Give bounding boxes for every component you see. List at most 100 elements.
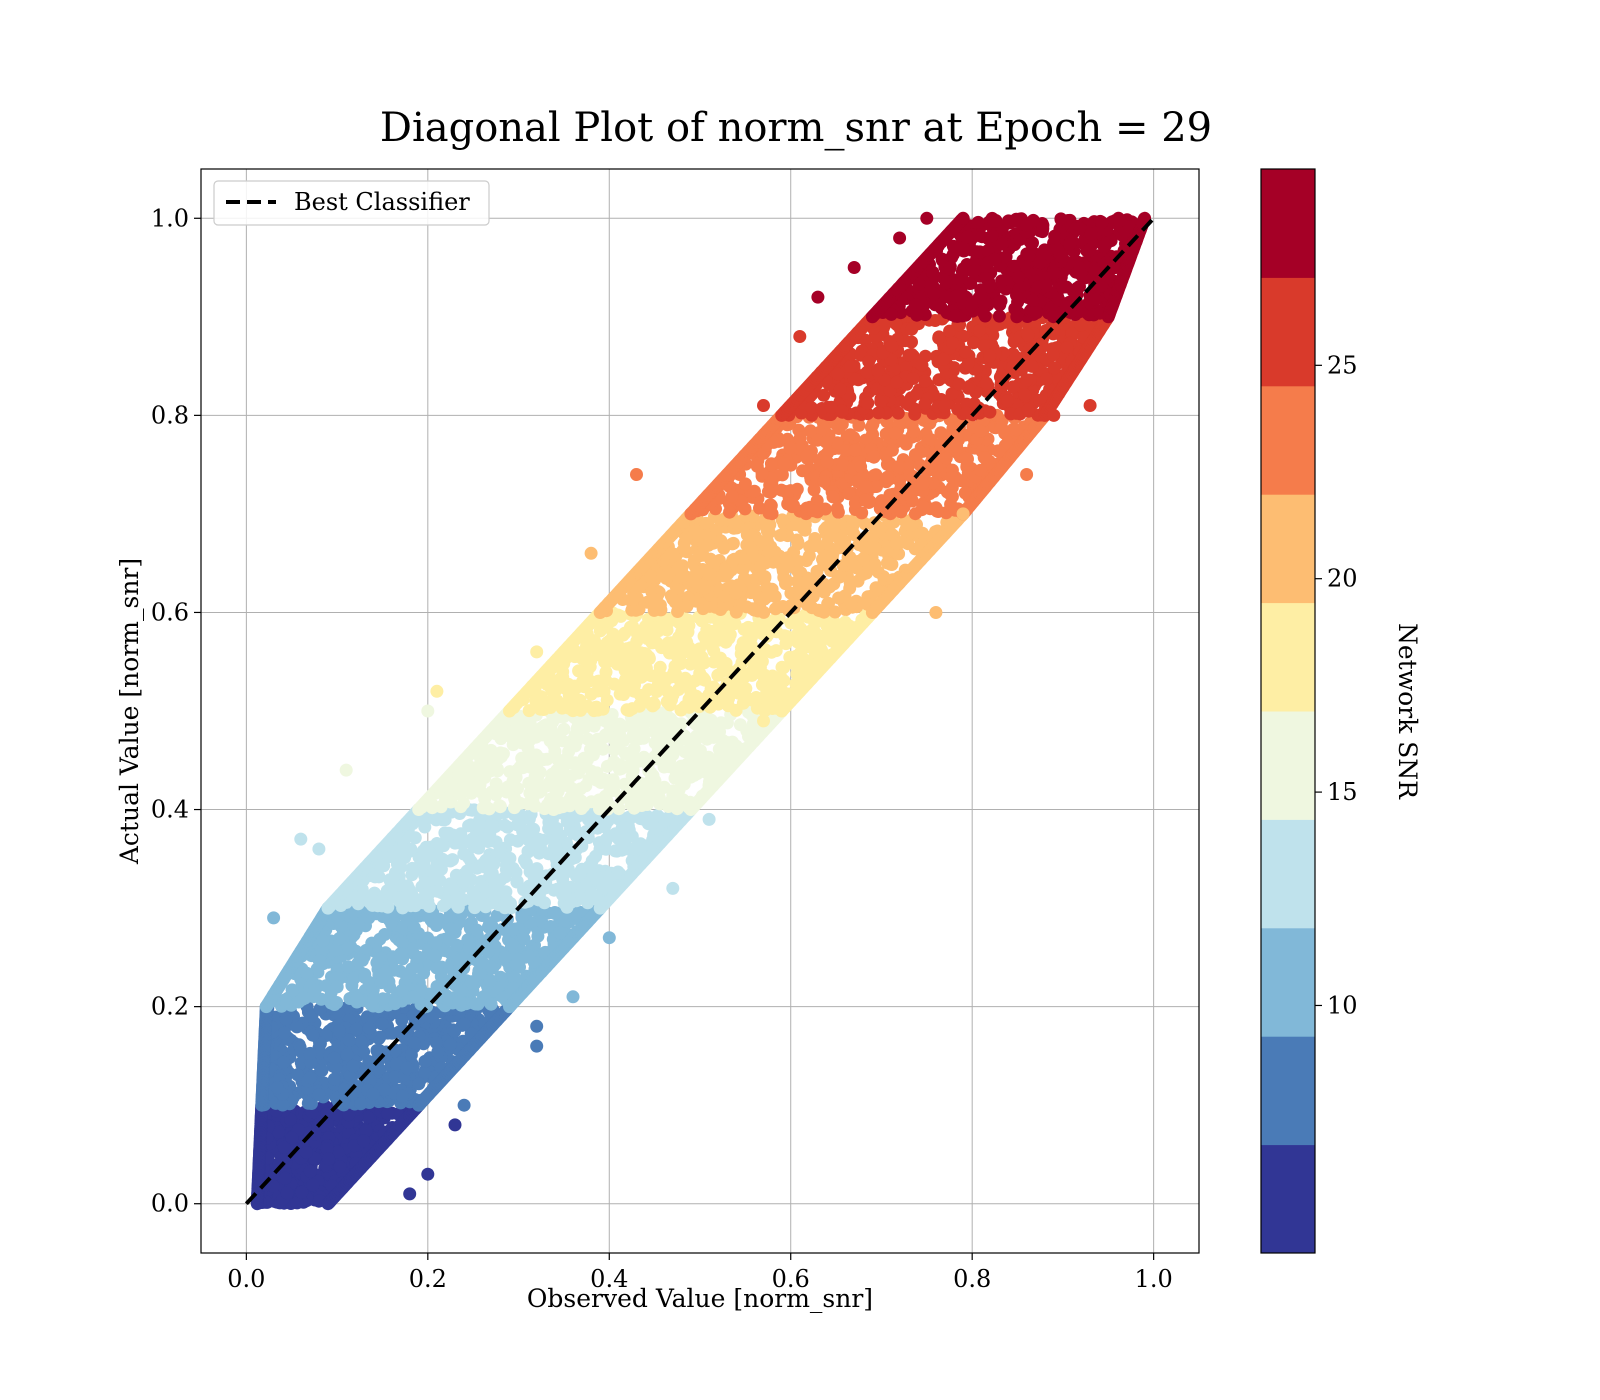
- scatter-point: [450, 895, 464, 909]
- scatter-point: [560, 815, 574, 829]
- scatter-point: [303, 1164, 317, 1178]
- scatter-point: [611, 832, 625, 845]
- scatter-point: [277, 1026, 291, 1040]
- scatter-point: [729, 605, 743, 619]
- scatter-point: [407, 1036, 421, 1050]
- scatter-point: [742, 640, 756, 654]
- scatter-point: [682, 700, 696, 714]
- scatter-point: [389, 1057, 403, 1071]
- scatter-point: [701, 538, 715, 552]
- scatter-point: [327, 1072, 341, 1086]
- scatter-point: [418, 1054, 432, 1068]
- scatter-point: [827, 520, 841, 534]
- scatter-point: [503, 833, 517, 847]
- scatter-point: [342, 1033, 356, 1047]
- scatter-point: [680, 599, 694, 613]
- scatter-point: [285, 1131, 299, 1145]
- scatter-point: [367, 991, 381, 1005]
- scatter-point: [831, 505, 845, 519]
- scatter-point: [773, 528, 787, 542]
- scatter-point: [572, 664, 586, 678]
- scatter-point: [794, 645, 808, 659]
- scatter-point: [717, 541, 731, 555]
- scatter-point: [448, 1024, 462, 1038]
- scatter-point: [848, 443, 862, 457]
- scatter-point: [468, 901, 482, 915]
- band-points: [321, 803, 698, 915]
- scatter-point: [381, 900, 395, 914]
- scatter-point: [510, 818, 524, 832]
- scatter-point: [290, 1196, 304, 1210]
- scatter-point: [454, 800, 468, 814]
- scatter-point: [368, 870, 382, 884]
- scatter-point: [636, 691, 650, 704]
- scatter-point: [614, 609, 628, 623]
- scatter-point: [299, 1146, 313, 1159]
- scatter-point: [783, 441, 797, 455]
- scatter-point: [313, 1002, 327, 1016]
- scatter-point: [359, 1124, 373, 1137]
- scatter-point: [396, 1089, 410, 1103]
- scatter-point: [561, 778, 575, 792]
- scatter-point: [558, 886, 572, 899]
- scatter-point: [385, 917, 399, 931]
- scatter-point: [961, 452, 974, 466]
- scatter-point: [682, 744, 696, 758]
- scatter-point: [617, 734, 631, 748]
- scatter-point: [930, 504, 944, 518]
- scatter-point: [553, 926, 567, 940]
- scatter-point: [647, 628, 661, 642]
- scatter-point: [306, 1178, 320, 1192]
- scatter-point: [844, 596, 858, 610]
- scatter-point: [332, 1024, 346, 1038]
- scatter-point: [483, 974, 497, 987]
- scatter-point: [451, 954, 465, 968]
- scatter-point: [496, 747, 510, 761]
- scatter-point: [585, 764, 598, 778]
- scatter-point: [670, 802, 684, 816]
- scatter-point: [589, 715, 603, 729]
- scatter-point: [547, 883, 561, 897]
- scatter-point: [832, 591, 846, 605]
- scatter-point: [663, 688, 677, 702]
- scatter-point: [745, 693, 759, 707]
- scatter-point: [319, 979, 333, 993]
- scatter-point: [974, 424, 987, 438]
- scatter-point: [340, 942, 354, 956]
- scatter-point: [370, 956, 384, 970]
- scatter-point: [349, 923, 363, 937]
- scatter-point: [430, 884, 444, 898]
- scatter-point: [656, 716, 670, 730]
- scatter-point: [697, 671, 710, 685]
- scatter-point: [891, 460, 905, 474]
- scatter-point: [285, 983, 299, 997]
- scatter-point: [392, 894, 406, 908]
- scatter-point: [719, 565, 733, 579]
- scatter-point: [675, 569, 689, 583]
- scatter-point: [354, 1034, 368, 1048]
- scatter-point: [443, 910, 457, 924]
- scatter-point: [509, 770, 523, 784]
- scatter-point: [444, 922, 457, 936]
- scatter-point: [547, 738, 561, 752]
- scatter-point: [308, 983, 322, 997]
- scatter-point: [374, 976, 388, 990]
- scatter-point: [418, 1066, 432, 1079]
- scatter-point: [828, 605, 842, 619]
- scatter-point: [422, 899, 436, 913]
- scatter-point: [431, 873, 445, 887]
- scatter-point: [465, 803, 479, 817]
- scatter-point: [548, 837, 562, 851]
- scatter-point: [312, 1088, 326, 1102]
- band-points: [255, 1000, 516, 1112]
- scatter-point: [412, 1077, 426, 1091]
- scatter-point: [349, 1022, 363, 1036]
- scatter-point: [572, 766, 585, 780]
- scatter-point: [718, 589, 732, 603]
- scatter-point: [620, 746, 634, 760]
- scatter-point: [462, 819, 476, 833]
- scatter-point: [479, 900, 493, 914]
- scatter-point: [596, 702, 610, 716]
- scatter-point: [315, 1064, 329, 1077]
- scatter-point: [388, 1070, 402, 1084]
